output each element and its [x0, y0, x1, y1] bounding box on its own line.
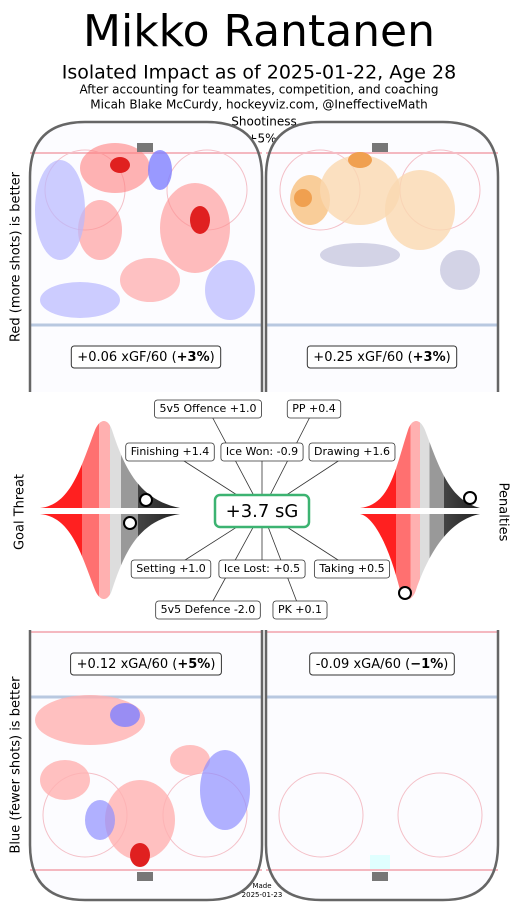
rink-label-part: −1% — [410, 657, 443, 672]
rink-label-part: ) — [210, 350, 215, 365]
component-label: Drawing +1.6 — [314, 445, 390, 458]
rink-label-part: +0.25 xGF/60 ( — [313, 350, 412, 365]
shootiness-label: Shootiness — [231, 115, 296, 129]
byline: Micah Blake McCurdy, hockeyviz.com, @Ine… — [90, 98, 427, 112]
rink-label-part: +0.12 xGA/60 ( — [77, 657, 178, 672]
byline: After accounting for teammates, competit… — [80, 83, 439, 97]
rink-label-part: ) — [446, 350, 451, 365]
rink-label-part: +5% — [177, 657, 210, 672]
rink — [28, 120, 264, 392]
component-label: PP +0.4 — [292, 402, 335, 415]
component-box — [313, 559, 391, 579]
title: Mikko Rantanen — [83, 6, 435, 57]
center-box — [213, 493, 311, 529]
components: 5v5 Offence +1.0 PP +0.4 Finishing +1.4 Ice… — [125, 399, 396, 620]
subtitle: Isolated Impact as of 2025-01-22, Age 28 — [62, 62, 456, 84]
component-box — [125, 442, 215, 462]
rink-label-box — [306, 345, 458, 369]
component-label: PK +0.1 — [278, 603, 322, 616]
footer: Made — [252, 882, 271, 890]
rink-label: +0.12 xGA/60 (+5%) — [77, 657, 216, 672]
rink-label-box — [70, 345, 222, 369]
component-box — [130, 559, 212, 579]
component-label: Setting +1.0 — [136, 562, 206, 575]
rink — [264, 120, 500, 392]
rink-label: +0.25 xGF/60 (+3%) — [313, 350, 450, 365]
rink-label-box — [309, 652, 455, 676]
component-box — [154, 399, 262, 419]
footer: 2025-01-23 — [242, 891, 283, 899]
goal-threat-distribution — [40, 421, 180, 599]
rink-label-part: -0.09 xGA/60 ( — [316, 657, 411, 672]
penalties-distribution — [360, 421, 480, 600]
component-label: Finishing +1.4 — [131, 445, 210, 458]
component-label: Ice Won: -0.9 — [226, 445, 298, 458]
side-label: Goal Threat — [13, 474, 28, 550]
rink-label-box — [70, 652, 222, 676]
component-label: 5v5 Offence +1.0 — [159, 402, 256, 415]
component-box — [308, 442, 396, 462]
rink-label-part: +3% — [177, 350, 210, 365]
component-box — [272, 600, 328, 620]
component-box — [220, 442, 304, 462]
component-box — [218, 559, 306, 579]
rink-label-part: ) — [443, 657, 448, 672]
side-label: Penalties — [496, 483, 511, 542]
component-box — [286, 399, 342, 419]
side-label: Red (more shots) is better — [9, 171, 24, 342]
side-label: Blue (fewer shots) is better — [9, 676, 24, 854]
component-label: Ice Lost: +0.5 — [224, 562, 300, 575]
rink-label-part: ) — [210, 657, 215, 672]
rink-label: -0.09 xGA/60 (−1%) — [316, 657, 449, 672]
component-label: 5v5 Defence -2.0 — [161, 603, 256, 616]
rink — [264, 630, 500, 902]
rink — [28, 630, 264, 902]
rink-label-part: +0.06 xGF/60 ( — [77, 350, 176, 365]
rink-label-part: +3% — [413, 350, 446, 365]
rink-label: +0.06 xGF/60 (+3%) — [77, 350, 214, 365]
center-value: +3.7 sG — [226, 501, 299, 522]
component-box — [155, 600, 261, 620]
component-label: Taking +0.5 — [318, 562, 384, 575]
